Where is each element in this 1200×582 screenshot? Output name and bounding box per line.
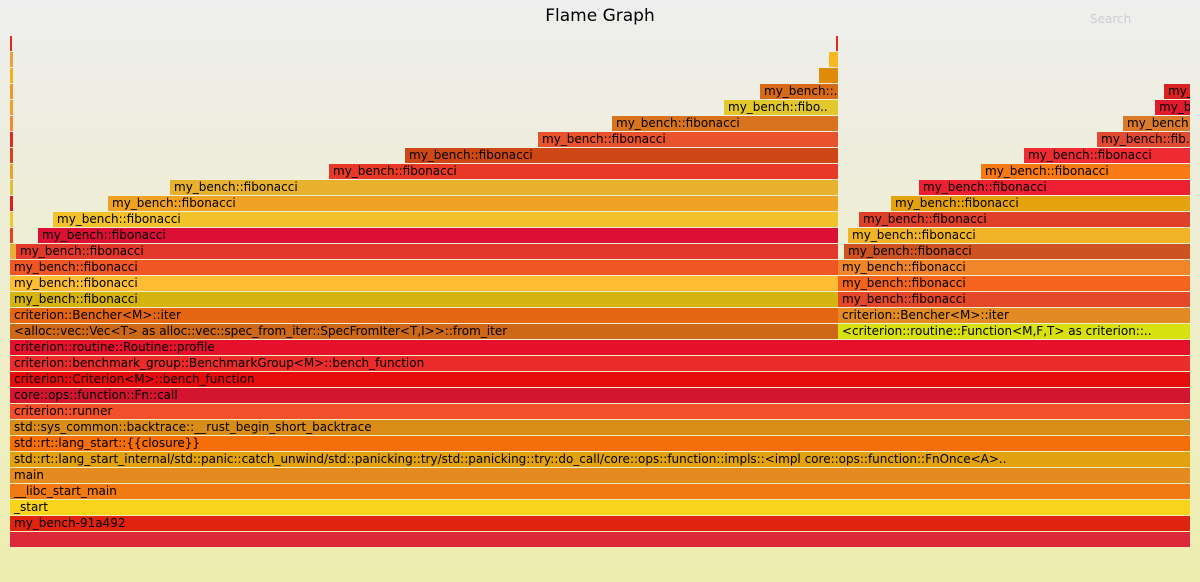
flame-frame[interactable]: my_bench::.. [760, 84, 838, 99]
flame-frame[interactable]: <criterion::routine::Function<M,F,T> as … [838, 324, 1190, 339]
flame-frame[interactable]: std::rt::lang_start::{{closure}} [10, 436, 1190, 451]
flame-frame[interactable]: my_bench::fibonacci [108, 196, 838, 211]
flame-frame[interactable] [836, 36, 838, 51]
flame-frame[interactable]: my_bench::fibonacci [10, 292, 838, 307]
flame-frame[interactable] [819, 68, 838, 83]
flame-frame[interactable]: my_bench::fibonacci [16, 244, 838, 259]
flame-frame[interactable]: my_bench::fibonacci [170, 180, 838, 195]
flame-frame[interactable]: my_bench::fibonacci [1024, 148, 1190, 163]
flame-frame[interactable]: my_bench::fibonacci [838, 260, 1190, 275]
flame-frame[interactable]: my_bench [1123, 116, 1190, 131]
flame-frame[interactable]: my_bench::fibonacci [838, 276, 1190, 291]
flame-frame[interactable] [10, 116, 13, 131]
flame-frame[interactable] [10, 180, 13, 195]
flame-frame[interactable] [10, 244, 16, 259]
flame-frame[interactable] [10, 196, 13, 211]
flame-frame[interactable]: criterion::runner [10, 404, 1190, 419]
flame-frame[interactable]: my_bench-91a492 [10, 516, 1190, 531]
flame-frame[interactable]: my_bench::fibonacci [891, 196, 1190, 211]
flame-frame[interactable]: my_ [1164, 84, 1190, 99]
flame-frame[interactable]: my_bench::fibonacci [405, 148, 838, 163]
flame-frame[interactable]: my_bench::fibonacci [10, 260, 838, 275]
flame-frame[interactable]: my_bench::fibonacci [53, 212, 838, 227]
flame-frame[interactable] [10, 36, 12, 51]
flame-frame[interactable]: <alloc::vec::Vec<T> as alloc::vec::spec_… [10, 324, 838, 339]
flame-frame[interactable]: my_bench::fibonacci [848, 228, 1190, 243]
flame-frame[interactable]: std::rt::lang_start_internal/std::panic:… [10, 452, 1190, 467]
flame-frame[interactable]: main [10, 468, 1190, 483]
flame-frame[interactable]: my_bench::fibonacci [844, 244, 1190, 259]
flame-frame[interactable]: my_bench::fib.. [1097, 132, 1190, 147]
flame-frame[interactable]: my_bench::fibonacci [612, 116, 838, 131]
flame-frame[interactable]: my_bench::fibo.. [724, 100, 838, 115]
flame-frame[interactable]: my_bench::fibonacci [981, 164, 1190, 179]
flame-frame[interactable] [10, 212, 13, 227]
flame-frame[interactable] [10, 100, 13, 115]
flame-frame[interactable]: criterion::Bencher<M>::iter [838, 308, 1190, 323]
flame-frame[interactable] [829, 52, 838, 67]
flame-frame[interactable]: my_bench::fibonacci [329, 164, 838, 179]
flame-frame[interactable]: my_bench::fibonacci [838, 292, 1190, 307]
flame-frame[interactable]: my_bench::fibonacci [38, 228, 838, 243]
flame-frame[interactable] [10, 164, 13, 179]
flame-frame[interactable]: criterion::routine::Routine::profile [10, 340, 1190, 355]
flame-frame[interactable] [10, 68, 13, 83]
flame-frame[interactable] [10, 228, 13, 243]
flame-frame[interactable]: my_bench::fibonacci [10, 276, 838, 291]
flame-frame[interactable]: my_bench::fibonacci [538, 132, 838, 147]
flame-frame[interactable] [10, 148, 13, 163]
flame-frame[interactable]: my_b [1155, 100, 1190, 115]
flame-frame[interactable]: std::sys_common::backtrace::__rust_begin… [10, 420, 1190, 435]
flame-frame[interactable] [10, 84, 13, 99]
flame-frame[interactable] [10, 132, 13, 147]
flame-frame[interactable] [10, 532, 1190, 547]
flame-frame[interactable]: criterion::benchmark_group::BenchmarkGro… [10, 356, 1190, 371]
search-button[interactable]: Search [1090, 12, 1132, 26]
flame-frame[interactable]: criterion::Bencher<M>::iter [10, 308, 838, 323]
page-title: Flame Graph [545, 6, 655, 26]
flame-frame[interactable]: my_bench::fibonacci [859, 212, 1190, 227]
flame-frame[interactable]: core::ops::function::Fn::call [10, 388, 1190, 403]
flame-frame[interactable]: my_bench::fibonacci [919, 180, 1190, 195]
flame-frame[interactable]: __libc_start_main [10, 484, 1190, 499]
flame-frame[interactable]: criterion::Criterion<M>::bench_function [10, 372, 1190, 387]
flame-frame[interactable]: _start [10, 500, 1190, 515]
flame-frame[interactable] [10, 52, 13, 67]
